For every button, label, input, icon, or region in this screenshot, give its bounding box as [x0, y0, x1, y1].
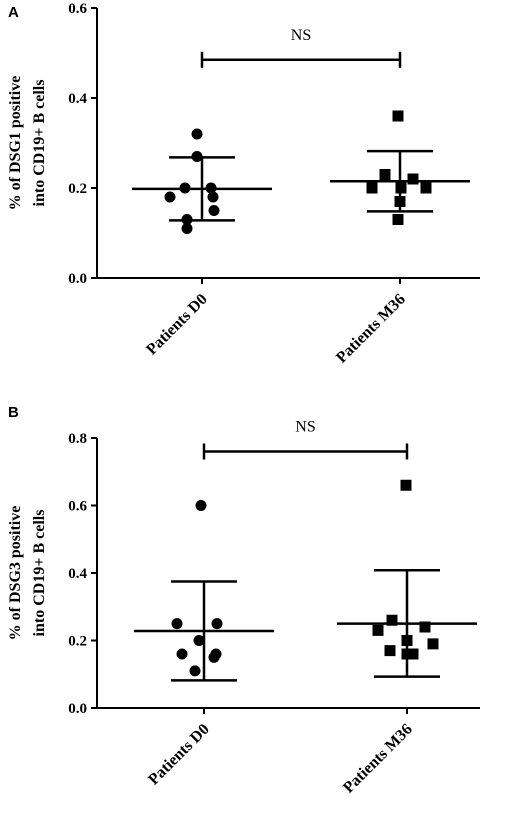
y-tick-label: 0.6: [68, 1, 87, 17]
data-point: [427, 638, 439, 650]
data-point: [366, 182, 378, 194]
y-tick-label: 0.2: [68, 634, 87, 650]
data-point: [386, 614, 398, 626]
data-point: [395, 182, 407, 194]
data-point: [420, 182, 432, 194]
y-axis-label: % of DSG1 positive: [7, 76, 24, 211]
data-point: [419, 621, 431, 633]
data-point: [193, 635, 205, 646]
y-axis-label: into CD19+ B cells: [31, 80, 48, 207]
y-tick-label: 0.0: [68, 271, 87, 287]
panel-B: B 0.0 0.2 0.4 0.6 0.8 Patients D0 Patients M36%…: [7, 404, 480, 797]
data-point: [211, 618, 223, 630]
data-point: [189, 665, 201, 677]
y-axis-label: % of DSG3 positive: [7, 506, 24, 641]
y-tick-label: 0.4: [68, 91, 87, 107]
x-category-label: Patients D0: [145, 721, 213, 789]
x-category-label: Patients D0: [143, 291, 211, 359]
significance-label: NS: [295, 419, 315, 436]
data-point: [164, 191, 176, 203]
data-point: [384, 645, 396, 657]
y-tick-label: 0.2: [68, 181, 87, 197]
panel-letter: B: [8, 404, 19, 421]
data-point: [207, 191, 219, 203]
y-tick-label: 0.6: [68, 499, 87, 515]
data-point: [208, 651, 220, 663]
data-point: [208, 205, 220, 216]
x-category-label: Patients M36: [333, 291, 409, 367]
data-point: [407, 648, 419, 660]
data-point: [181, 223, 193, 234]
data-point: [394, 196, 406, 207]
data-point: [191, 128, 203, 140]
y-axis-label: into CD19+ B cells: [31, 510, 48, 637]
data-point: [176, 648, 188, 660]
data-point: [407, 173, 419, 185]
x-category-label: Patients M36: [340, 721, 416, 797]
data-point: [379, 169, 391, 180]
data-point: [181, 214, 193, 225]
data-point: [171, 618, 183, 630]
data-point: [392, 110, 404, 122]
data-point: [195, 500, 207, 511]
y-tick-label: 0.4: [68, 566, 87, 582]
data-point: [179, 182, 191, 194]
data-point: [372, 624, 384, 636]
data-point: [392, 214, 404, 225]
data-point: [205, 182, 217, 194]
panel-A: A 0.0 0.2 0.4 0.6 Patients D0 Patients M36 % of…: [7, 1, 480, 367]
panel-letter: A: [8, 4, 19, 21]
significance-label: NS: [291, 27, 311, 44]
data-point: [401, 648, 413, 660]
data-point: [191, 151, 203, 162]
y-tick-label: 0.0: [68, 701, 87, 717]
data-point: [400, 479, 412, 491]
y-tick-label: 0.8: [68, 431, 87, 447]
data-point: [401, 635, 413, 646]
